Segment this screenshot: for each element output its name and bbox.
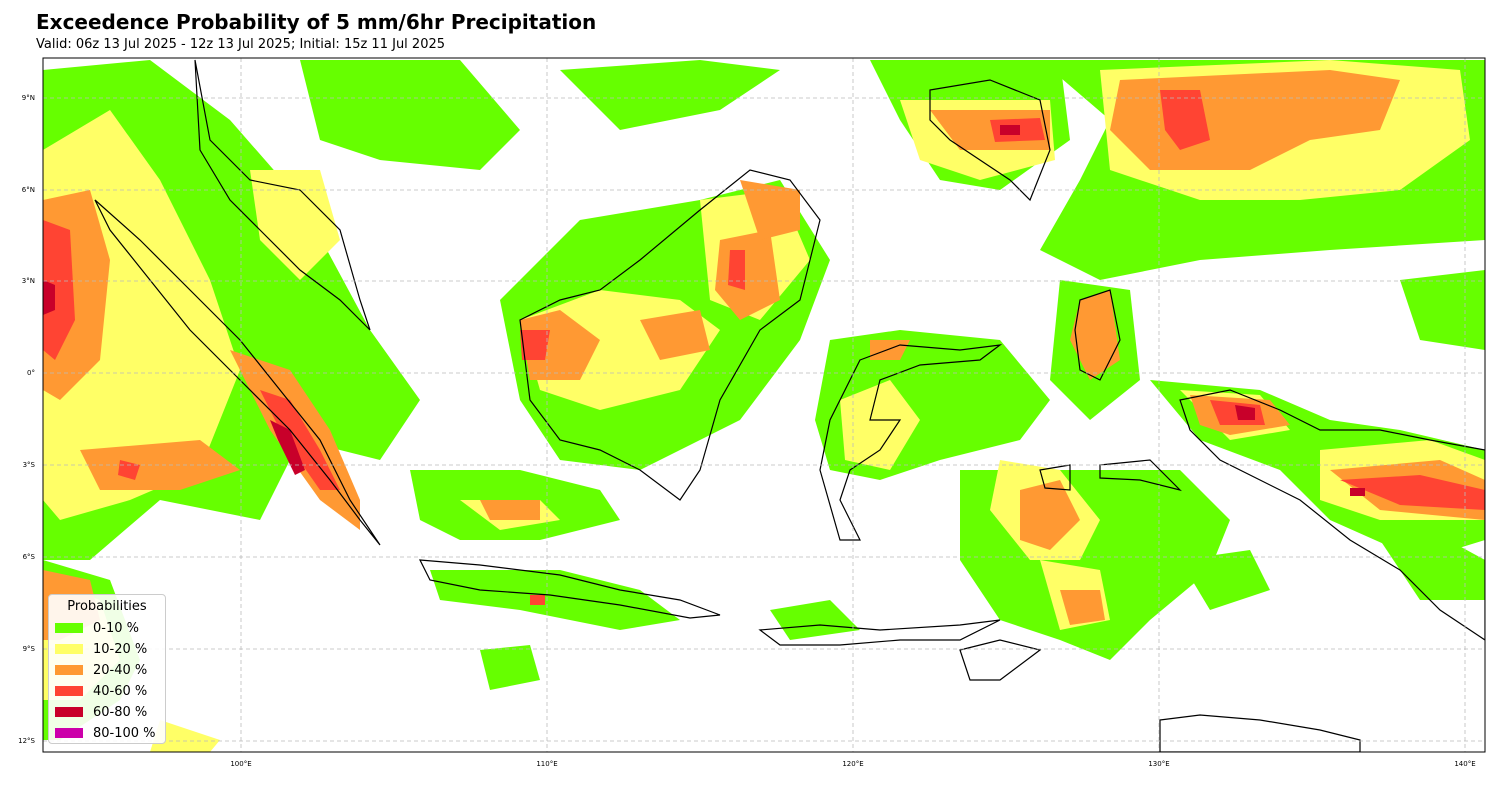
legend-label: 60-80 %: [93, 704, 148, 720]
coastlines: [94, 59, 1485, 752]
legend-label: 0-10 %: [93, 620, 139, 636]
lon-tick-130: 130°E: [1148, 760, 1169, 768]
legend-label: 10-20 %: [93, 641, 148, 657]
probability-field: [43, 60, 1485, 752]
legend-swatch: [55, 728, 83, 738]
legend-item-20-40: 20-40 %: [55, 661, 147, 679]
legend: Probabilities 0-10 % 10-20 % 20-40 % 40-…: [48, 594, 166, 744]
map-frame: [42, 57, 1486, 753]
map-title: Exceedence Probability of 5 mm/6hr Preci…: [36, 10, 597, 34]
legend-swatch: [55, 707, 83, 717]
legend-swatch: [55, 686, 83, 696]
legend-item-80-100: 80-100 %: [55, 724, 156, 742]
lat-tick-6n: 6°N: [22, 186, 35, 194]
lat-tick-12s: 12°S: [18, 737, 35, 745]
lon-tick-140: 140°E: [1454, 760, 1475, 768]
legend-item-60-80: 60-80 %: [55, 703, 147, 721]
map-subtitle: Valid: 06z 13 Jul 2025 - 12z 13 Jul 2025…: [36, 37, 446, 52]
gridlines: [43, 58, 1485, 752]
legend-item-0-10: 0-10 %: [55, 619, 139, 637]
lat-tick-labels: 9°N 6°N 3°N 0° 3°S 6°S 9°S 12°S: [18, 94, 35, 745]
lat-tick-3n: 3°N: [22, 277, 35, 285]
legend-swatch: [55, 665, 83, 675]
legend-swatch: [55, 623, 83, 633]
lat-tick-3s: 3°S: [23, 461, 36, 469]
legend-item-10-20: 10-20 %: [55, 640, 147, 658]
lat-tick-6s: 6°S: [23, 553, 36, 561]
legend-label: 80-100 %: [93, 725, 156, 741]
lat-tick-0: 0°: [27, 369, 35, 377]
lat-tick-9s: 9°S: [23, 645, 36, 653]
legend-label: 20-40 %: [93, 662, 148, 678]
lon-tick-110: 110°E: [536, 760, 557, 768]
probability-band-60-80: [43, 125, 1365, 496]
legend-swatch: [55, 644, 83, 654]
lat-tick-9n: 9°N: [22, 94, 35, 102]
legend-item-40-60: 40-60 %: [55, 682, 147, 700]
lon-tick-labels: 100°E 110°E 120°E 130°E 140°E: [230, 760, 1475, 768]
legend-label: 40-60 %: [93, 683, 148, 699]
legend-title: Probabilities: [67, 599, 147, 614]
lon-tick-100: 100°E: [230, 760, 251, 768]
lon-tick-120: 120°E: [842, 760, 863, 768]
